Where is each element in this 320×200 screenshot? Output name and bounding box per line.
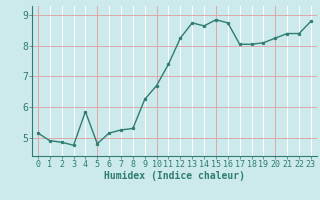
X-axis label: Humidex (Indice chaleur): Humidex (Indice chaleur)	[104, 171, 245, 181]
